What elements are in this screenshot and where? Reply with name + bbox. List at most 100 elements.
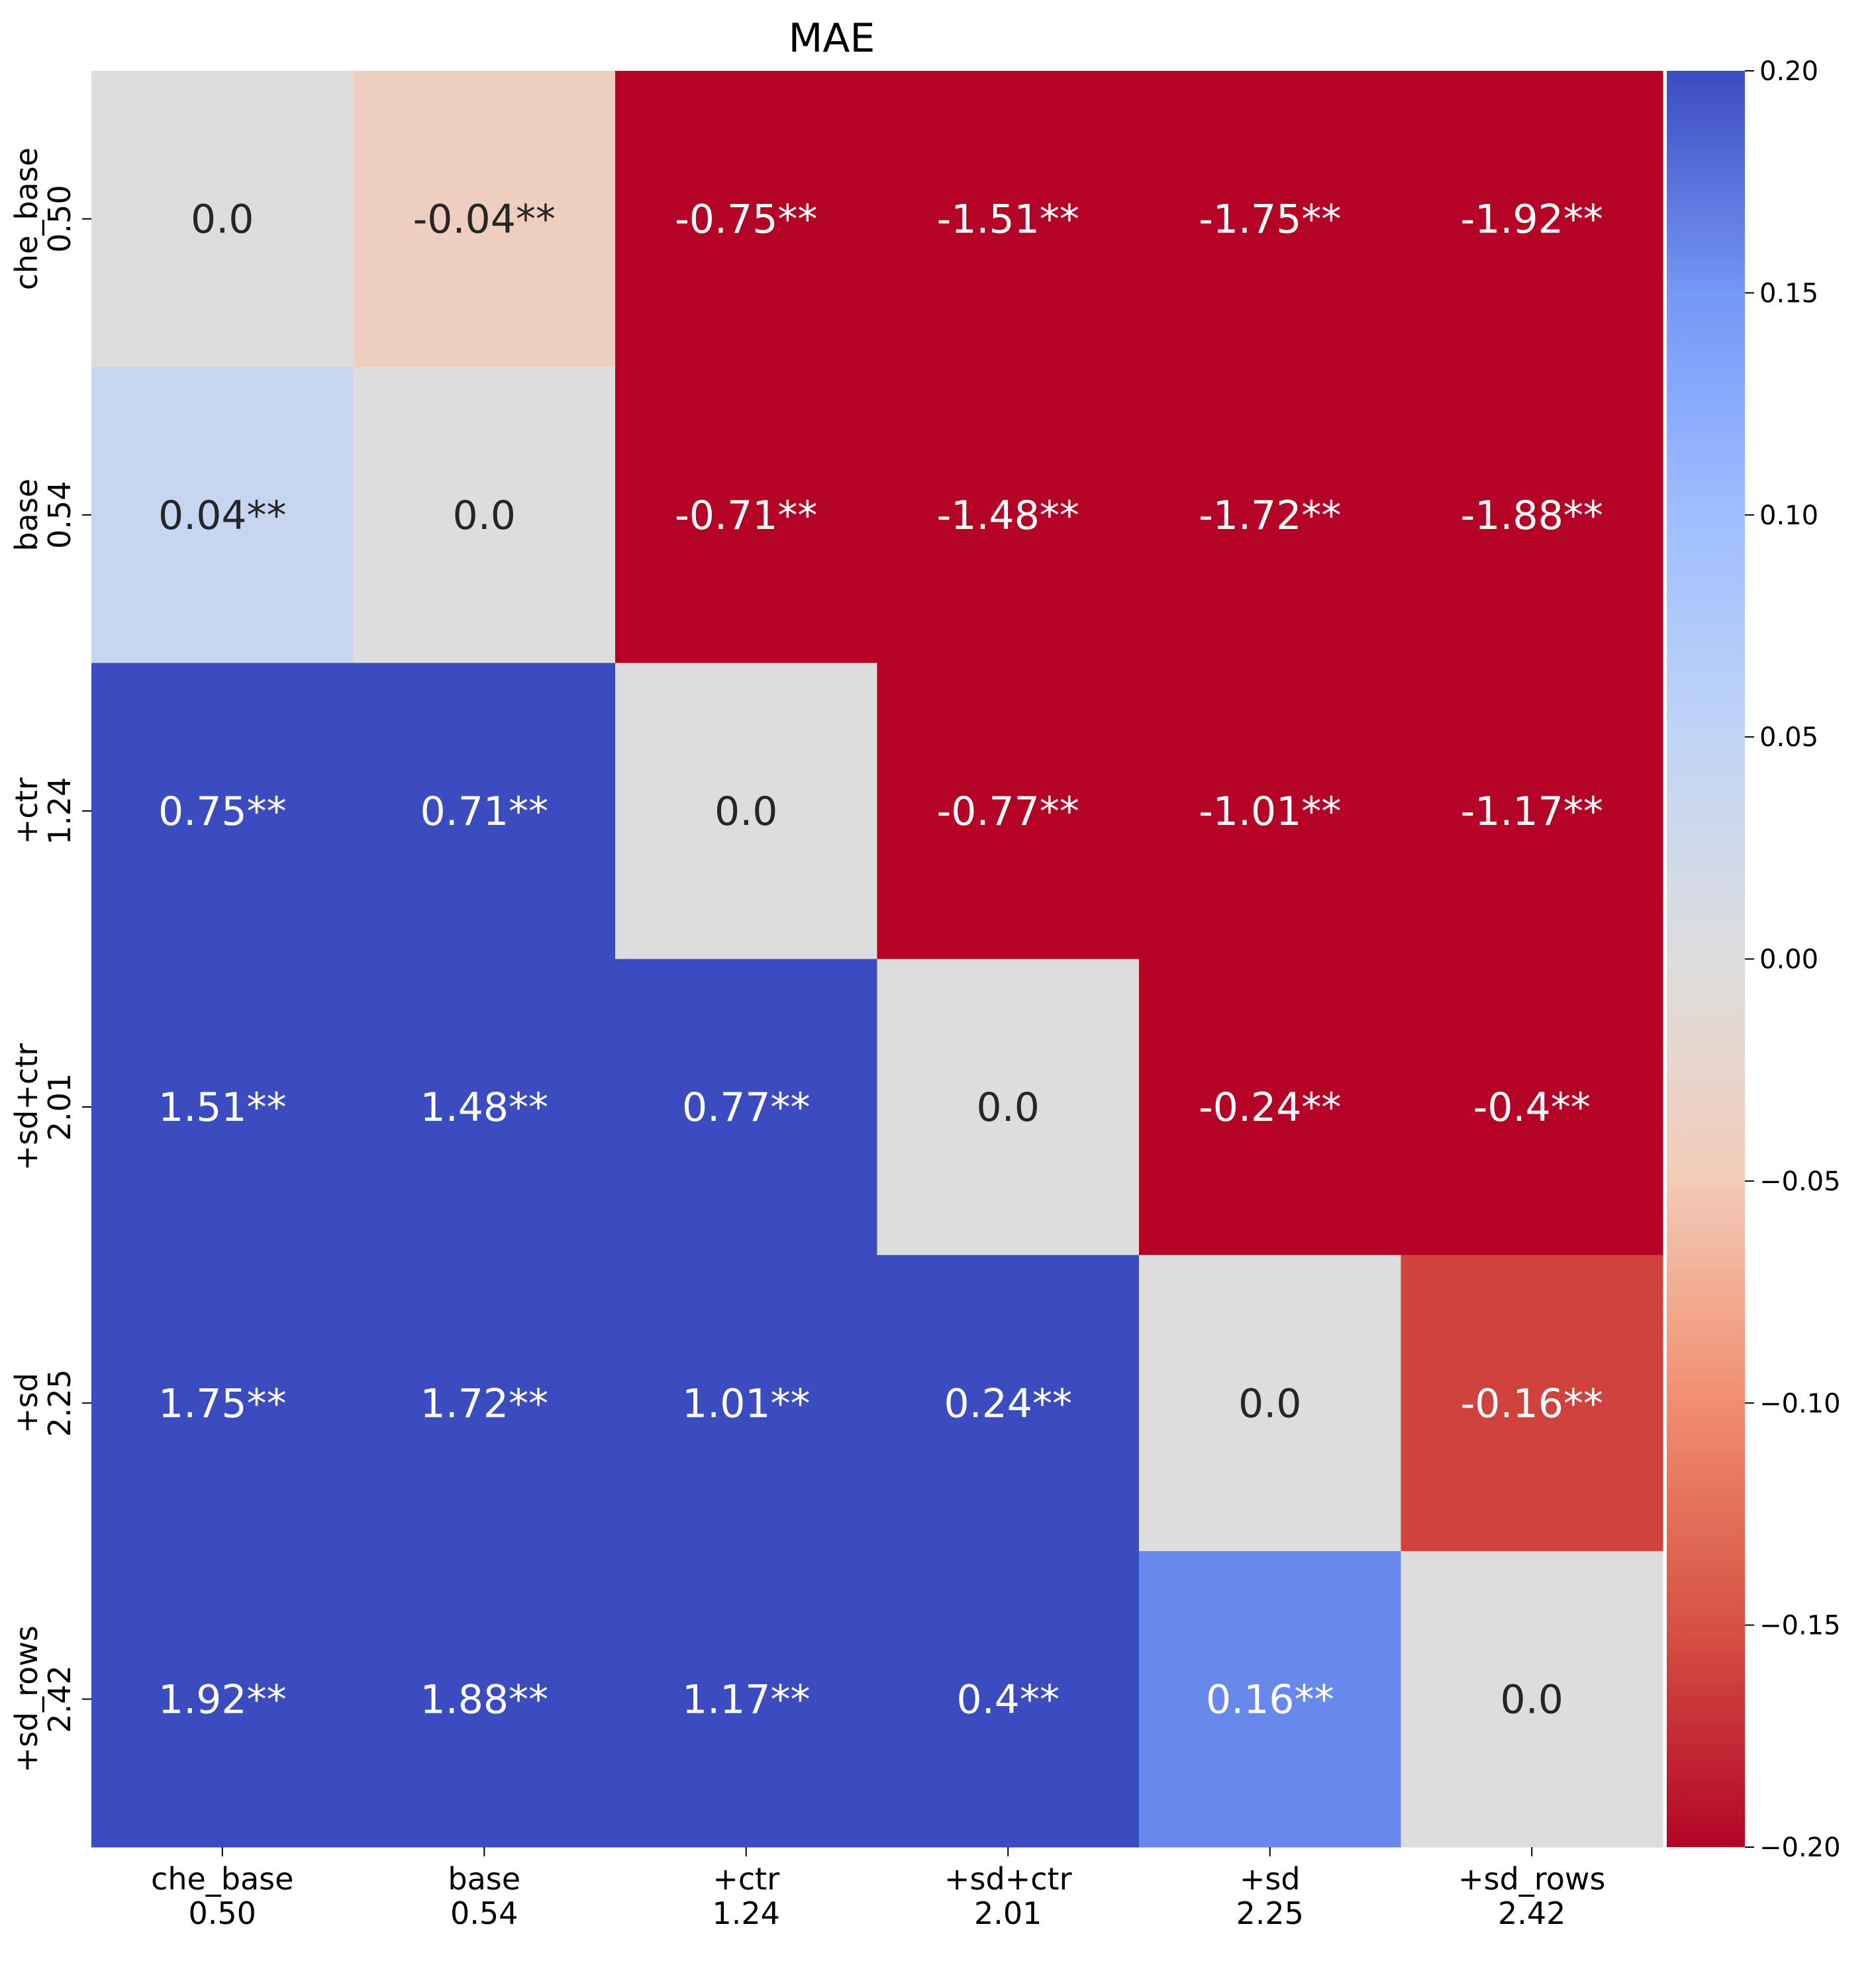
heatmap-cell xyxy=(1401,71,1663,367)
cell-annotation: 0.0 xyxy=(453,493,516,539)
cell-annotation: 1.48** xyxy=(420,1084,548,1131)
cell-annotation: -1.92** xyxy=(1461,197,1603,243)
cell-annotation: -0.75** xyxy=(675,197,817,243)
y-tick-label: +sd+ctr2.01 xyxy=(9,1043,77,1171)
colorbar-tick-label: −0.10 xyxy=(1759,1388,1841,1419)
y-tick-label: +ctr1.24 xyxy=(9,777,77,845)
heatmap-cell xyxy=(615,1255,877,1552)
heatmap-cell xyxy=(91,663,354,959)
cell-annotation: -1.72** xyxy=(1199,493,1341,539)
cell-annotation: -1.88** xyxy=(1461,493,1603,539)
cell-annotation: 0.0 xyxy=(1501,1676,1563,1723)
heatmap-cell xyxy=(353,71,616,367)
colorbar-tick-label: 0.05 xyxy=(1759,722,1818,753)
cell-annotation: 1.51** xyxy=(158,1084,287,1131)
heatmap-cell xyxy=(353,1255,616,1552)
x-tick-label: +sd_rows 2.42 xyxy=(1458,1861,1605,1931)
x-tick-label: +sd 2.25 xyxy=(1236,1861,1304,1931)
colorbar-tick-label: −0.15 xyxy=(1759,1611,1841,1641)
heatmap-cell xyxy=(1401,1255,1663,1552)
heatmap-cell xyxy=(615,663,877,959)
colorbar: 0.20 0.15 0.10 0.05 0.00 −0.05 −0.10 −0.15 −0.20 xyxy=(1667,56,1841,1863)
heatmap-cell xyxy=(1139,71,1401,367)
cell-annotation: 0.0 xyxy=(191,197,254,243)
heatmap-cells: 0.0 -0.04** -0.75** -1.51** -1.75** -1.92** 0.… xyxy=(91,71,1663,1848)
heatmap-cell xyxy=(877,1551,1140,1848)
colorbar-tick-label: 0.10 xyxy=(1759,501,1818,531)
cell-annotation: 1.75** xyxy=(158,1380,287,1427)
cell-annotation: -0.04** xyxy=(413,197,556,243)
cell-annotation: 0.75** xyxy=(158,789,287,835)
heatmap-cell xyxy=(91,1551,354,1848)
colorbar-tick-label: −0.20 xyxy=(1759,1833,1841,1863)
cell-annotation: 0.0 xyxy=(1238,1380,1301,1427)
heatmap-cell xyxy=(1139,1551,1401,1848)
cell-annotation: -1.01** xyxy=(1199,789,1341,835)
x-tick-label: che_base 0.50 xyxy=(151,1861,293,1931)
cell-annotation: 0.16** xyxy=(1206,1676,1334,1723)
cell-annotation: -1.51** xyxy=(937,197,1079,243)
colorbar-tick-label: −0.05 xyxy=(1759,1167,1841,1197)
heatmap-cell xyxy=(877,959,1140,1256)
heatmap-cell xyxy=(1139,367,1401,663)
y-tick-label: +sd_rows2.42 xyxy=(9,1625,77,1772)
cell-annotation: 0.04** xyxy=(158,493,287,539)
heatmap-cell xyxy=(1139,663,1401,959)
chart-title: MAE xyxy=(789,15,875,62)
heatmap-cell xyxy=(877,367,1140,663)
cell-annotation: 0.0 xyxy=(977,1084,1040,1131)
x-tick-label: +sd+ctr 2.01 xyxy=(944,1861,1072,1931)
x-tick-label: +ctr 1.24 xyxy=(713,1861,780,1931)
heatmap-cell xyxy=(91,959,354,1256)
x-axis-ticks: che_base 0.50 base 0.54 +ctr 1.24 +sd+ctr 2.01 +… xyxy=(151,1847,1605,1931)
y-axis-ticks: che_base0.50 base0.54 +ctr1.24 +sd+ctr2.01 +… xyxy=(9,148,91,1773)
cell-annotation: 1.72** xyxy=(420,1380,548,1427)
cell-annotation: -0.4** xyxy=(1473,1084,1591,1131)
cell-annotation: 1.92** xyxy=(158,1676,287,1723)
heatmap-cell xyxy=(91,71,354,367)
heatmap-cell xyxy=(615,1551,877,1848)
heatmap-cell xyxy=(1401,959,1663,1256)
heatmap-cell xyxy=(1139,959,1401,1256)
heatmap-cell xyxy=(1401,367,1663,663)
heatmap-cell xyxy=(615,959,877,1256)
heatmap-cell xyxy=(1139,1255,1401,1552)
heatmap-cell xyxy=(353,1551,616,1848)
heatmap-cell xyxy=(91,367,354,663)
cell-annotation: 0.77** xyxy=(682,1084,811,1131)
cell-annotation: -0.24** xyxy=(1199,1084,1341,1131)
cell-annotation: 0.0 xyxy=(715,789,777,835)
heatmap-cell xyxy=(877,71,1140,367)
colorbar-tick-label: 0.00 xyxy=(1759,945,1818,975)
heatmap-cell xyxy=(615,367,877,663)
heatmap-cell xyxy=(877,1255,1140,1552)
heatmap-cell xyxy=(615,71,877,367)
cell-annotation: -1.48** xyxy=(937,493,1079,539)
cell-annotation: -0.16** xyxy=(1461,1380,1603,1427)
heatmap-cell xyxy=(1401,663,1663,959)
cell-annotation: 0.4** xyxy=(957,1676,1060,1723)
heatmap-cell xyxy=(877,663,1140,959)
cell-annotation: -0.77** xyxy=(937,789,1079,835)
y-tick-label: base0.54 xyxy=(9,479,77,551)
heatmap-cell xyxy=(91,1255,354,1552)
x-tick-label: base 0.54 xyxy=(448,1861,520,1931)
colorbar-tick-label: 0.20 xyxy=(1759,56,1818,87)
cell-annotation: 1.17** xyxy=(682,1676,811,1723)
y-tick-label: +sd2.25 xyxy=(9,1369,77,1437)
y-tick-label: che_base0.50 xyxy=(9,148,77,290)
cell-annotation: 1.88** xyxy=(420,1676,548,1723)
heatmap-cell xyxy=(353,367,616,663)
heatmap-cell xyxy=(353,959,616,1256)
heatmap-cell xyxy=(1401,1551,1663,1848)
cell-annotation: -1.75** xyxy=(1199,197,1341,243)
cell-annotation: 1.01** xyxy=(682,1380,811,1427)
colorbar-tick-label: 0.15 xyxy=(1759,278,1818,309)
heatmap-cell xyxy=(353,663,616,959)
cell-annotation: -0.71** xyxy=(675,493,817,539)
colorbar-gradient xyxy=(1667,71,1745,1847)
cell-annotation: -1.17** xyxy=(1461,789,1603,835)
cell-annotation: 0.71** xyxy=(420,789,548,835)
cell-annotation: 0.24** xyxy=(944,1380,1072,1427)
